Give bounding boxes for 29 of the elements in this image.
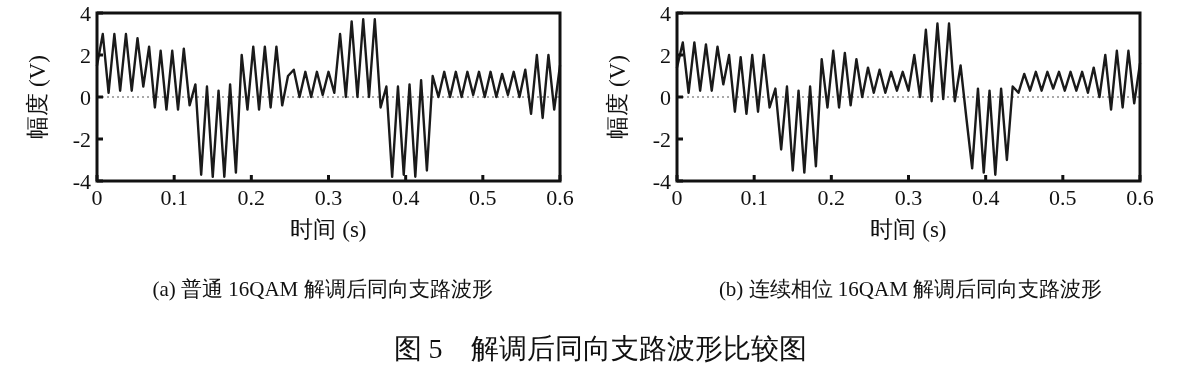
y-tick-label: -4 <box>72 169 91 194</box>
y-tick-label: -2 <box>652 127 671 152</box>
x-tick-label: 0.5 <box>469 185 497 210</box>
text: (b) 连续相位 16QAM 解调后同向支路波形 <box>718 277 1103 301</box>
x-tick-label: 0.1 <box>740 185 768 210</box>
y-axis-title: 幅度 (V) <box>605 55 630 139</box>
y-axis-title: 幅度 (V) <box>25 55 50 139</box>
y-tick-label: -4 <box>652 169 671 194</box>
y-tick-label: -2 <box>72 127 91 152</box>
text: (a) 普通 16QAM 解调后同向支路波形 <box>152 277 493 301</box>
x-tick-label: 0.6 <box>546 185 574 210</box>
x-tick-label: 0.4 <box>391 185 420 210</box>
y-tick-label: 0 <box>80 85 91 110</box>
x-axis-title: 时间 (s) <box>290 217 367 242</box>
y-tick-label: 0 <box>660 85 671 110</box>
x-axis-title: 时间 (s) <box>870 217 947 242</box>
x-tick-label: 0.3 <box>894 185 923 210</box>
x-tick-label: 0.2 <box>237 185 266 210</box>
x-tick-label: 0.1 <box>160 185 188 210</box>
x-tick-label: 0.5 <box>1049 185 1077 210</box>
x-tick-label: 0.3 <box>314 185 343 210</box>
x-tick-label: 0.2 <box>817 185 846 210</box>
x-tick-label: 0.4 <box>971 185 1000 210</box>
x-tick-label: 0.6 <box>1126 185 1154 210</box>
y-tick-label: 2 <box>80 43 91 68</box>
y-tick-label: 4 <box>80 1 91 26</box>
y-tick-label: 2 <box>660 43 671 68</box>
y-tick-label: 4 <box>660 1 671 26</box>
caption: 图 5 解调后同向支路波形比较图 <box>393 333 807 364</box>
